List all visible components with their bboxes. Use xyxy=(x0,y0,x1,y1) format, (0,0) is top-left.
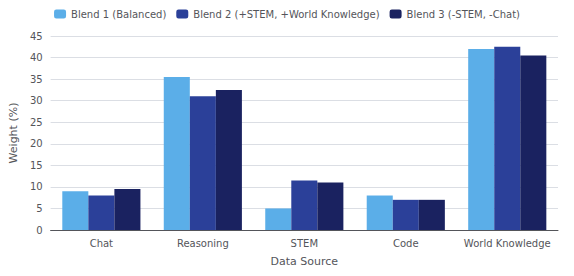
svg-text:STEM: STEM xyxy=(291,238,318,249)
svg-text:Code: Code xyxy=(393,238,419,249)
svg-text:5: 5 xyxy=(36,203,42,214)
svg-text:40: 40 xyxy=(30,52,43,63)
svg-text:30: 30 xyxy=(30,95,43,106)
svg-text:World Knowledge: World Knowledge xyxy=(464,238,551,249)
svg-text:25: 25 xyxy=(30,117,43,128)
svg-text:45: 45 xyxy=(30,31,43,42)
svg-text:Weight (%): Weight (%) xyxy=(7,103,20,164)
svg-text:Reasoning: Reasoning xyxy=(177,238,229,249)
svg-text:Blend 3 (-STEM, -Chat): Blend 3 (-STEM, -Chat) xyxy=(407,9,520,20)
svg-text:20: 20 xyxy=(30,138,43,149)
svg-text:Blend 1 (Balanced): Blend 1 (Balanced) xyxy=(71,9,166,20)
svg-text:0: 0 xyxy=(36,225,42,236)
svg-text:10: 10 xyxy=(30,181,43,192)
svg-text:Chat: Chat xyxy=(90,238,113,249)
svg-text:Blend 2 (+STEM, +World Knowled: Blend 2 (+STEM, +World Knowledge) xyxy=(193,9,379,20)
svg-text:35: 35 xyxy=(30,74,43,85)
svg-text:Data Source: Data Source xyxy=(271,255,339,268)
svg-text:15: 15 xyxy=(30,160,43,171)
